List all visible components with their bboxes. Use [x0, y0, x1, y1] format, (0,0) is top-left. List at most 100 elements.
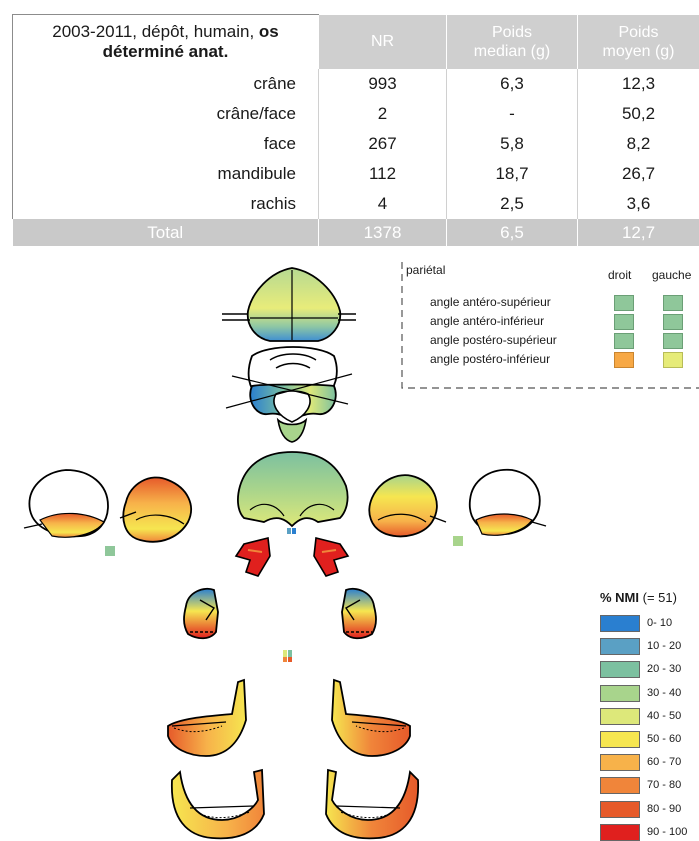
parietal-swatch-gauche [663, 295, 683, 311]
parietal-item-label: angle antéro-inférieur [430, 314, 545, 328]
nmi-legend-item: 70 - 80 [600, 776, 699, 795]
row-label: crâne [12, 69, 319, 99]
parietal-swatch-gauche [663, 352, 683, 368]
cell-median: - [446, 99, 578, 129]
table-row: rachis 4 2,5 3,6 [12, 189, 699, 219]
small-marker [283, 650, 292, 662]
cell-nr: 993 [318, 69, 447, 99]
nmi-bin-label: 80 - 90 [647, 802, 682, 815]
cell-moyen: 26,7 [577, 159, 699, 189]
nmi-legend-item: 50 - 60 [600, 730, 699, 748]
occipital-view [225, 346, 353, 443]
cell-nr: 112 [318, 159, 447, 189]
nmi-swatch [600, 684, 640, 702]
cell-median: 2,5 [446, 189, 578, 219]
nmi-swatch [600, 638, 640, 656]
nmi-swatch [600, 707, 640, 725]
nmi-bin-label: 10 - 20 [647, 640, 682, 653]
table-title: 2003-2011, dépôt, humain, os déterminé a… [12, 14, 319, 69]
zygomatic-right [313, 537, 350, 577]
nmi-swatch [600, 754, 640, 772]
parietal-item-label: angle postéro-supérieur [430, 333, 557, 347]
skull-diagram [23, 262, 699, 840]
nmi-legend-item: 0- 10 [600, 614, 699, 632]
parietal-col-droit: droit [608, 268, 632, 282]
header-median: Poids median (g) [446, 14, 578, 69]
cell-moyen: 8,2 [577, 129, 699, 159]
table-row: crâne/face 2 - 50,2 [12, 99, 699, 129]
nmi-legend-title: % NMI (= 51) [600, 590, 677, 605]
nmi-bin-label: 70 - 80 [647, 779, 682, 792]
nmi-legend-item: 10 - 20 [600, 637, 699, 656]
nmi-swatch [600, 823, 640, 841]
mandible-left-upper [167, 678, 247, 757]
table-title-text: 2003-2011, dépôt, humain, [52, 22, 259, 41]
temporal-left-outline [23, 469, 109, 538]
table-header-row: 2003-2011, dépôt, humain, os déterminé a… [12, 14, 699, 69]
cell-median: 18,7 [446, 159, 578, 189]
header-nr: NR [318, 14, 447, 69]
parietal-swatch-droit [614, 352, 634, 368]
mandible-right-upper [331, 678, 411, 757]
nmi-bin-label: 50 - 60 [647, 733, 682, 745]
mandible-left-lower [171, 768, 265, 840]
temporal-right-marker [453, 536, 463, 546]
row-label: rachis [12, 189, 319, 219]
nmi-bin-label: 20 - 30 [647, 663, 682, 676]
nmi-legend-item: 30 - 40 [600, 684, 699, 702]
data-table: 2003-2011, dépôt, humain, os déterminé a… [12, 14, 699, 246]
parietal-swatch-gauche [663, 333, 683, 349]
nmi-legend-item: 40 - 50 [600, 707, 699, 725]
total-label: Total [12, 219, 319, 246]
nmi-swatch [600, 615, 640, 632]
cell-nr: 4 [318, 189, 447, 219]
table-title-bold: os [258, 22, 279, 41]
table-title-bold-2: déterminé anat. [102, 42, 229, 61]
maxilla-right [341, 587, 377, 640]
temporal-left-marker [105, 546, 115, 556]
parietal-legend [401, 262, 699, 389]
parietal-swatch-droit [614, 333, 634, 349]
nmi-legend-item: 80 - 90 [600, 800, 699, 818]
nmi-swatch [600, 800, 640, 818]
mandible-right-lower [325, 768, 419, 840]
row-label: face [12, 129, 319, 159]
zygomatic-left [234, 537, 271, 577]
cell-moyen: 3,6 [577, 189, 699, 219]
maxilla-left [183, 587, 219, 640]
table-row: crâne 993 6,3 12,3 [12, 69, 699, 99]
nmi-legend-item: 60 - 70 [600, 753, 699, 772]
cell-nr: 2 [318, 99, 447, 129]
parietal-item-label: angle antéro-supérieur [430, 295, 551, 309]
parietal-legend-title: pariétal [406, 263, 446, 277]
row-label: mandibule [12, 159, 319, 189]
table-row: face 267 5,8 8,2 [12, 129, 699, 159]
parietal-col-gauche: gauche [652, 268, 692, 282]
header-moyen: Poids moyen (g) [577, 14, 699, 69]
nmi-swatch [600, 661, 640, 679]
cell-median: 6,3 [446, 69, 578, 99]
nmi-swatch [600, 731, 640, 748]
frontal-bone [237, 451, 349, 534]
cell-median: 5,8 [446, 129, 578, 159]
temporal-left-colored [119, 476, 192, 543]
cell-moyen: 50,2 [577, 99, 699, 129]
nmi-swatch [600, 777, 640, 795]
total-nr: 1378 [318, 219, 447, 246]
cell-moyen: 12,3 [577, 69, 699, 99]
temporal-right-outline [468, 468, 547, 536]
nmi-bin-label: 90 - 100 [647, 825, 688, 838]
nmi-bin-label: 0- 10 [647, 617, 673, 629]
parietal-swatch-droit [614, 314, 634, 330]
nmi-legend-item: 20 - 30 [600, 660, 699, 679]
table-total-row: Total 1378 6,5 12,7 [12, 219, 699, 246]
nmi-legend-item: 90 - 100 [600, 823, 699, 841]
parietal-swatch-gauche [663, 314, 683, 330]
total-median: 6,5 [446, 219, 578, 246]
row-label: crâne/face [12, 99, 319, 129]
nmi-bin-label: 30 - 40 [647, 686, 682, 699]
cell-nr: 267 [318, 129, 447, 159]
total-moyen: 12,7 [577, 219, 699, 246]
temporal-right-colored [368, 474, 447, 538]
nmi-bin-label: 60 - 70 [647, 756, 682, 769]
